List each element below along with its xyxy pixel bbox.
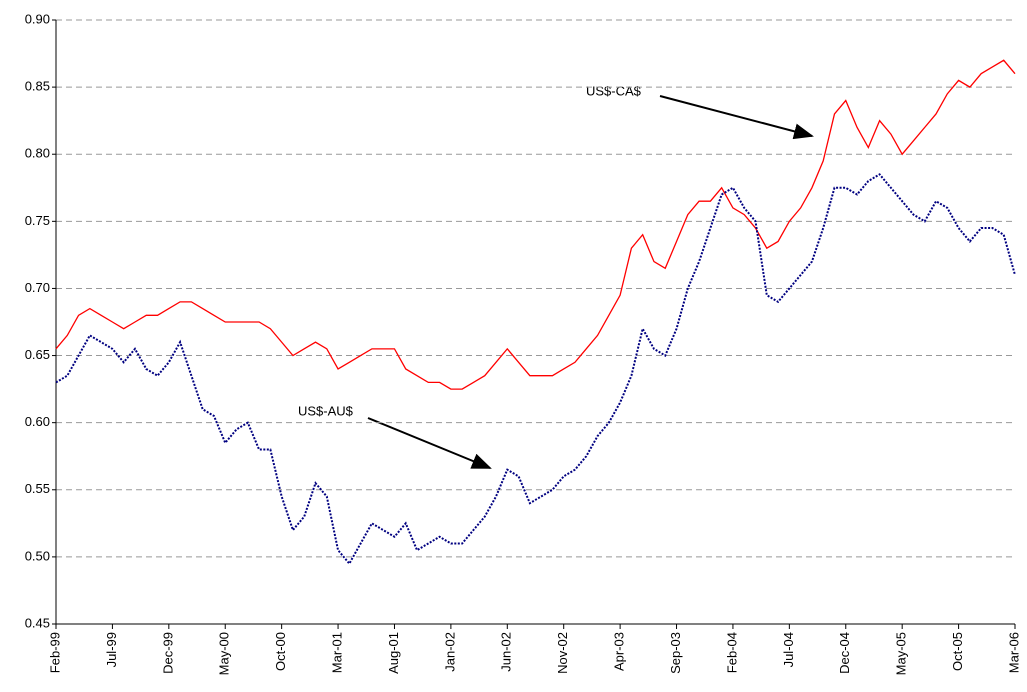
series-line — [55, 59, 1016, 390]
y-tick-label: 0.75 — [25, 213, 50, 228]
y-tick-label: 0.65 — [25, 347, 50, 362]
x-tick-label: Jan-02 — [442, 632, 457, 672]
annotation: US$-AU$ — [298, 403, 354, 418]
x-tick-label: Jun-02 — [499, 632, 514, 672]
y-tick-label: 0.90 — [25, 11, 50, 26]
y-tick-label: 0.85 — [25, 79, 50, 94]
series-line — [55, 173, 1016, 566]
x-tick-label: Aug-01 — [386, 632, 401, 674]
x-tick-label: May-00 — [217, 632, 232, 675]
y-tick-label: 0.50 — [25, 548, 50, 563]
x-tick-label: Mar-06 — [1006, 632, 1021, 673]
x-tick-label: Feb-99 — [47, 632, 62, 673]
plot: 0.45 0.50 0.55 0.60 0.65 0.70 0.75 0.80 0.85 0.90… — [25, 11, 1022, 675]
x-tick-label: May-05 — [894, 632, 909, 675]
x-tick-label: Mar-01 — [329, 632, 344, 673]
x-tick-label: Feb-04 — [724, 632, 739, 673]
y-tick-label: 0.55 — [25, 481, 50, 496]
x-tick-label: Jul-04 — [781, 632, 796, 667]
x-tick-label: Jul-99 — [104, 632, 119, 667]
x-tick-label: Dec-04 — [837, 632, 852, 674]
x-tick-label: Oct-05 — [950, 632, 965, 671]
x-tick-label: Dec-99 — [160, 632, 175, 674]
annotation-arrow — [367, 417, 492, 469]
x-tick-label: Nov-02 — [555, 632, 570, 674]
y-tick-label: 0.80 — [25, 146, 50, 161]
y-tick-label: 0.70 — [25, 280, 50, 295]
y-tick-label: 0.60 — [25, 414, 50, 429]
x-tick-label: Apr-03 — [612, 632, 627, 671]
y-tick-label: 0.45 — [25, 615, 50, 630]
x-tick-label: Oct-00 — [273, 632, 288, 671]
annotation-arrow — [659, 95, 814, 140]
x-tick-label: Sep-03 — [668, 632, 683, 674]
annotation: US$-CA$ — [586, 83, 642, 98]
